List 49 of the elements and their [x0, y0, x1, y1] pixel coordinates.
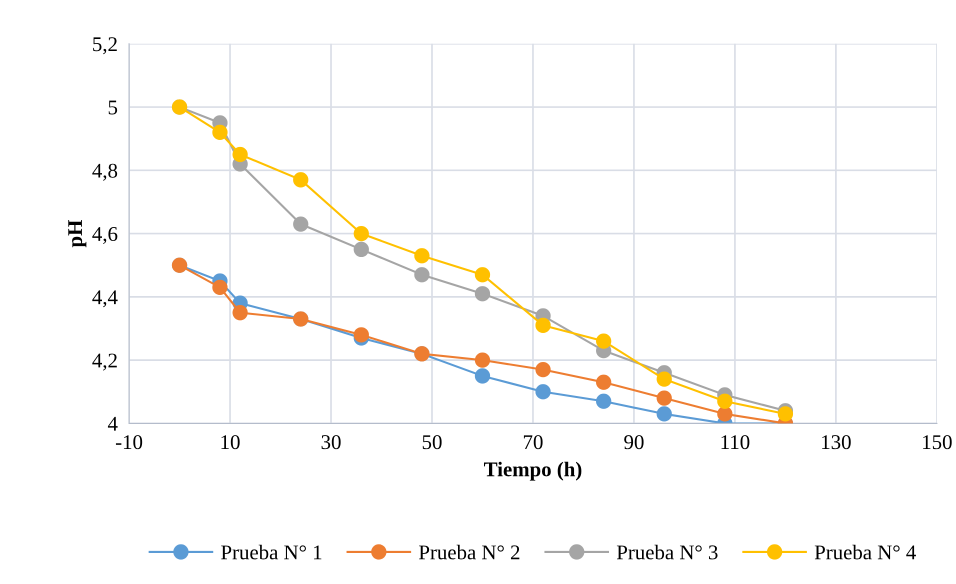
point: [656, 406, 672, 422]
point: [474, 352, 490, 368]
point: [414, 267, 430, 282]
x-tick-label: 70: [524, 435, 543, 450]
point: [717, 406, 732, 422]
point: [474, 286, 490, 302]
x-tick-label: -10: [116, 435, 142, 450]
legend-label: Prueba N° 3: [616, 544, 718, 560]
point: [354, 242, 369, 258]
legend-label: Prueba N° 1: [221, 544, 322, 560]
point: [596, 374, 612, 390]
point: [656, 390, 672, 406]
point: [778, 406, 794, 422]
point: [535, 362, 551, 378]
x-tick-label: 150: [923, 435, 952, 450]
point: [474, 368, 490, 384]
point: [717, 394, 732, 409]
y-tick-label: 4,2: [92, 354, 117, 371]
x-tick-label: 130: [822, 435, 851, 450]
y-tick-label: 5,2: [93, 37, 117, 54]
x-tick-label: 50: [422, 435, 442, 450]
x-tick-label: 30: [322, 435, 341, 450]
point: [293, 216, 308, 232]
legend-label: Prueba N° 2: [419, 544, 520, 560]
point: [212, 124, 228, 140]
point: [414, 248, 430, 264]
y-tick-label: 4: [108, 416, 118, 431]
point: [535, 384, 551, 400]
y-tick-label: 4,4: [92, 290, 118, 308]
point: [212, 280, 228, 296]
x-tick-label: 110: [722, 435, 750, 450]
point: [596, 334, 612, 349]
x-tick-label: 10: [221, 435, 240, 450]
y-axis-title: pH: [68, 220, 86, 248]
point: [596, 394, 612, 409]
y-tick-label: 5: [108, 100, 118, 114]
point: [354, 327, 369, 342]
x-axis-title: Tiempo (h): [484, 462, 582, 481]
point: [354, 226, 369, 242]
x-tick-label: 90: [624, 435, 644, 450]
point: [474, 267, 490, 282]
legend-label: Prueba N° 4: [814, 544, 916, 560]
point: [232, 305, 248, 320]
point: [293, 172, 308, 188]
y-tick-label: 4,8: [92, 164, 118, 181]
point: [232, 146, 248, 162]
y-tick-label: 4,6: [92, 227, 118, 244]
point: [656, 371, 672, 387]
point: [535, 318, 551, 333]
